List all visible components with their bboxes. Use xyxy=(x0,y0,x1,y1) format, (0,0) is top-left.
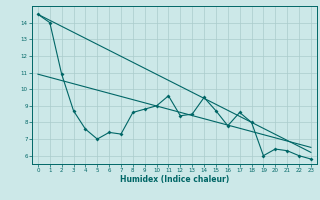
X-axis label: Humidex (Indice chaleur): Humidex (Indice chaleur) xyxy=(120,175,229,184)
